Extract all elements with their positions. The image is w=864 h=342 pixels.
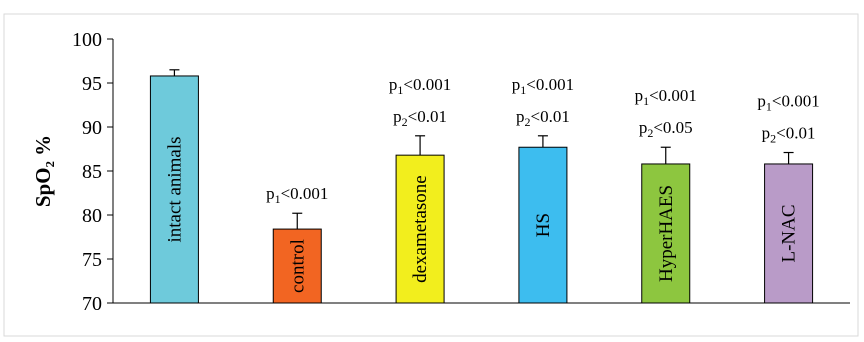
bar-category-label: control — [287, 239, 308, 293]
y-tick-label: 70 — [82, 293, 102, 315]
y-tick-label: 85 — [82, 161, 102, 183]
bar — [764, 163, 814, 304]
p-value-annotation: p1<0.001 — [266, 184, 328, 206]
y-tick-label: 95 — [82, 73, 102, 95]
bar — [518, 146, 568, 304]
bar-category-label: L-NAC — [779, 204, 800, 262]
bar-category-label: intact animals — [164, 136, 185, 242]
bar-category-label: dexametasone — [410, 175, 431, 283]
p-value-annotation: p1<0.001 — [389, 75, 451, 97]
p-value-annotation: p1<0.001 — [512, 75, 574, 97]
p-value-annotation: p1<0.001 — [757, 92, 819, 114]
p-value-annotation: p2<0.01 — [762, 124, 816, 146]
bar — [641, 163, 691, 304]
p-value-annotation: p1<0.001 — [635, 86, 697, 108]
y-axis-label: SpO₂ % — [31, 135, 55, 207]
annotations: p1<0.001 p1<0.001 p2<0.01 p1<0.001 p2<0.01 p1… — [266, 75, 820, 206]
y-tick-label: 100 — [72, 29, 102, 51]
y-tick-label: 75 — [82, 249, 102, 271]
y-tick-label: 90 — [82, 117, 102, 139]
axes: 70 75 80 85 90 95 100 — [72, 29, 850, 315]
p-value-annotation: p2<0.01 — [516, 107, 570, 129]
p-value-annotation: p2<0.05 — [639, 118, 693, 140]
bars: intact animals control dexametasone HS Hyper… — [149, 69, 814, 304]
y-tick-label: 80 — [82, 205, 102, 227]
bar-category-label: HS — [533, 213, 554, 237]
p-value-annotation: p2<0.01 — [393, 107, 447, 129]
bar-category-label: HyperHAES — [656, 185, 677, 282]
bar — [272, 228, 322, 304]
